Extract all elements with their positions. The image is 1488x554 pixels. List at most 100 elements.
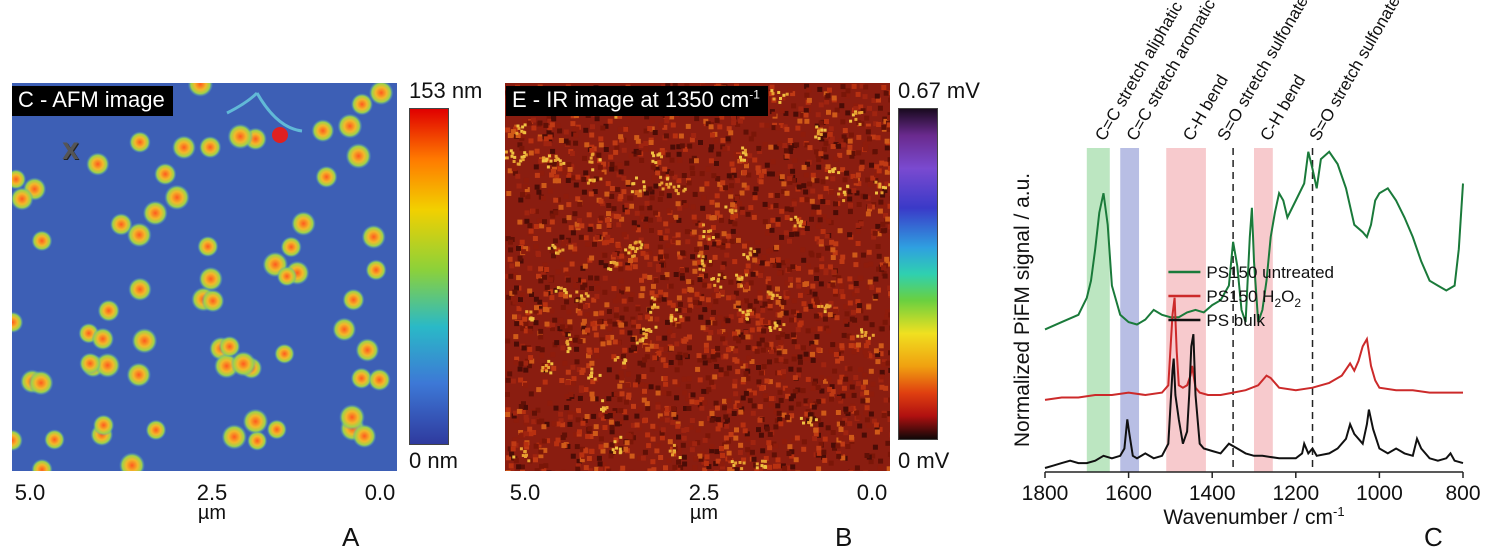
ir-pixel: [733, 435, 739, 441]
ir-pixel: [800, 230, 806, 236]
ir-pixel: [888, 350, 890, 356]
ir-pixel: [708, 147, 714, 153]
ir-pixel: [785, 291, 791, 297]
ir-pixel: [887, 224, 890, 230]
ir-pixel: [630, 316, 636, 322]
ir-hotspot: [799, 221, 803, 225]
ir-pixel: [730, 228, 736, 234]
ir-hotspot: [590, 153, 594, 157]
ir-pixel: [690, 392, 696, 398]
afm-particle: [361, 224, 386, 249]
ir-pixel: [701, 388, 707, 394]
ir-pixel: [521, 401, 526, 407]
ir-pixel: [576, 458, 582, 464]
ir-pixel: [804, 226, 810, 231]
ir-pixel: [775, 286, 780, 292]
ir-hotspot: [544, 364, 548, 367]
ir-pixel: [724, 371, 730, 377]
ir-pixel: [769, 396, 774, 402]
ir-pixel: [690, 171, 696, 176]
ir-pixel: [666, 458, 672, 463]
ir-pixel: [656, 267, 661, 273]
ir-pixel: [592, 431, 598, 436]
ir-pixel: [598, 467, 604, 471]
x-tick-label-4: 1000: [1356, 482, 1403, 505]
ir-pixel: [675, 304, 681, 310]
ir-pixel: [566, 172, 572, 178]
ir-pixel: [855, 229, 861, 234]
ir-pixel: [853, 281, 859, 286]
ir-pixel: [836, 275, 842, 281]
ir-pixel: [670, 144, 676, 150]
ir-pixel: [635, 306, 641, 312]
ir-pixel: [573, 132, 579, 138]
ir-pixel: [787, 282, 793, 288]
ir-pixel: [579, 223, 585, 229]
ir-pixel: [876, 253, 882, 259]
ir-pixel: [745, 436, 751, 442]
ir-pixel: [530, 208, 536, 214]
ir-pixel: [758, 173, 764, 179]
ir-pixel: [618, 278, 624, 284]
afm-colorbar-min: 0 nm: [409, 448, 458, 473]
ir-pixel: [704, 181, 710, 187]
ir-pixel: [814, 267, 820, 273]
ir-pixel: [623, 250, 629, 256]
ir-pixel: [655, 170, 661, 176]
ir-pixel: [855, 299, 861, 305]
ir-pixel: [882, 359, 887, 365]
ir-pixel: [644, 190, 649, 196]
ir-pixel: [858, 104, 864, 110]
ir-pixel: [865, 340, 871, 345]
ir-pixel: [761, 328, 767, 334]
ir-pixel: [801, 164, 807, 170]
ir-pixel: [790, 464, 796, 470]
ir-pixel: [626, 371, 631, 377]
ir-pixel: [725, 318, 731, 324]
ir-pixel: [673, 214, 679, 220]
ir-pixel: [603, 442, 609, 448]
ir-pixel: [766, 293, 772, 299]
ir-pixel: [803, 306, 809, 312]
ir-pixel: [609, 262, 615, 268]
ir-pixel: [841, 92, 847, 97]
ir-pixel: [762, 301, 768, 307]
afm-particle: [128, 277, 152, 302]
ir-pixel: [659, 149, 665, 155]
ir-pixel: [622, 347, 628, 353]
ir-pixel: [572, 246, 578, 252]
band-label-5: S=O stretch sulfonate: [1306, 0, 1404, 144]
ir-pixel: [676, 459, 681, 465]
ir-hotspot: [723, 275, 727, 279]
ir-pixel: [637, 455, 643, 461]
ir-pixel: [570, 381, 576, 386]
ir-hotspot: [635, 247, 639, 251]
ir-pixel: [715, 458, 721, 464]
ir-pixel: [824, 233, 830, 239]
ir-pixel: [807, 145, 813, 151]
ir-pixel: [636, 374, 642, 380]
ir-pixel: [783, 148, 789, 154]
afm-particle: [91, 327, 115, 351]
ir-pixel: [594, 279, 600, 284]
ir-pixel: [522, 119, 528, 125]
afm-particle: [345, 143, 372, 169]
ir-pixel: [509, 468, 515, 471]
ir-pixel: [619, 253, 625, 259]
ir-pixel: [523, 246, 529, 252]
ir-pixel: [598, 142, 604, 148]
ir-pixel: [672, 133, 678, 139]
ir-pixel: [606, 396, 612, 402]
ir-pixel: [728, 193, 734, 199]
ir-pixel: [888, 291, 890, 297]
ir-pixel: [656, 350, 662, 356]
afm-x-tick-1: 2.5: [196, 480, 228, 505]
ir-pixel: [744, 185, 750, 191]
ir-pixel: [846, 149, 852, 155]
ir-pixel: [745, 318, 751, 324]
ir-pixel: [518, 361, 524, 367]
ir-pixel: [533, 308, 539, 314]
ir-pixel: [716, 243, 722, 248]
ir-pixel: [722, 332, 728, 338]
ir-pixel: [543, 291, 549, 297]
